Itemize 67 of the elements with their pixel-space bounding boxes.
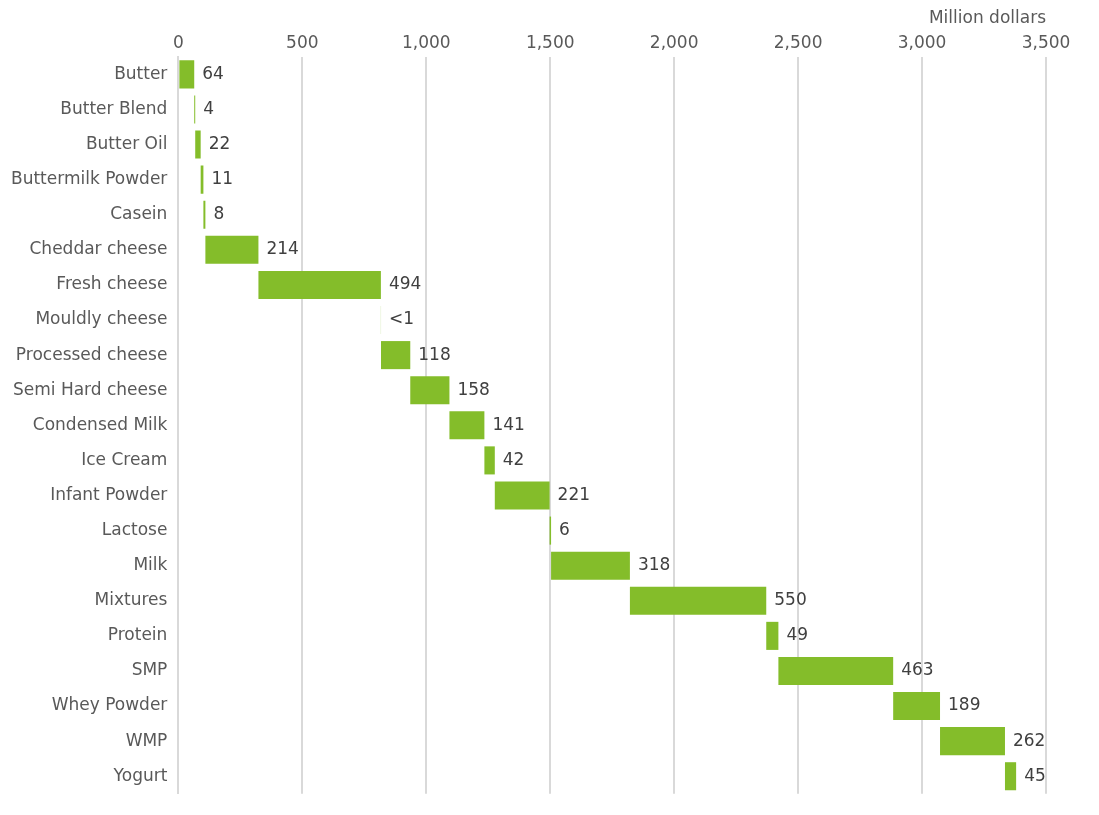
y-tick-label: Mixtures [94,589,168,610]
data-label: 262 [1012,729,1046,750]
data-label: 22 [208,132,231,153]
bar [484,446,495,475]
y-tick-label: Buttermilk Powder [10,168,168,189]
data-label: 4 [203,97,215,118]
data-label: 550 [774,589,807,610]
bar [551,551,630,580]
bar [410,376,450,405]
bar [179,60,195,89]
bar [195,130,201,159]
bar [258,270,381,299]
x-tick-label: 1,000 [401,32,451,53]
data-label: 189 [948,694,981,715]
y-tick-label: SMP [131,659,168,680]
data-label: 494 [388,273,422,294]
x-tick-label: 500 [286,32,319,53]
bar [778,656,894,686]
data-label: 118 [418,343,451,364]
y-tick-label: WMP [125,729,168,750]
y-tick-label: Milk [133,554,168,575]
data-label: 6 [559,519,570,540]
y-tick-label: Lactose [101,519,168,540]
y-tick-label: Condensed Milk [32,413,168,434]
y-tick-label: Butter Oil [85,132,168,153]
bar [766,621,779,650]
x-axis-title: Million dollars [928,6,1047,27]
data-label: 221 [557,483,591,504]
x-tick-label: 2,000 [649,32,699,53]
y-tick-label: Processed cheese [15,343,168,364]
y-tick-label: Fresh cheese [56,273,168,294]
y-tick-label: Infant Powder [50,483,168,504]
data-label: <1 [389,308,415,329]
bar [205,235,259,264]
x-tick-label: 3,500 [1021,32,1071,53]
y-tick-label: Yogurt [112,764,168,785]
y-tick-label: Ice Cream [81,448,168,469]
data-label: 214 [266,238,299,259]
y-tick-label: Casein [110,203,168,224]
data-label: 141 [492,413,525,434]
y-tick-label: Mouldly cheese [35,308,168,329]
bar [629,586,767,615]
data-label: 8 [213,203,225,224]
data-label: 463 [901,659,934,680]
x-tick-label: 3,000 [897,32,947,53]
data-label: 318 [637,554,671,575]
data-label: 49 [786,624,809,645]
x-tick-label: 1,500 [525,32,575,53]
bar [940,727,1005,756]
bar [381,341,411,370]
data-label: 45 [1024,764,1046,785]
data-label: 64 [202,62,224,83]
y-tick-label: Butter [114,62,168,83]
y-tick-label: Semi Hard cheese [12,378,168,399]
y-tick-label: Whey Powder [51,694,168,715]
y-tick-label: Butter Blend [60,97,168,118]
data-label: 11 [211,168,234,189]
y-tick-label: Cheddar cheese [29,238,168,259]
bar [1004,762,1017,791]
x-tick-label: 2,500 [773,32,823,53]
bar [494,481,550,510]
x-tick-label: 0 [172,32,184,53]
bar [449,411,485,440]
data-label: 42 [502,448,525,469]
bar [893,692,941,721]
data-label: 158 [457,378,490,399]
y-tick-label: Protein [107,624,168,645]
